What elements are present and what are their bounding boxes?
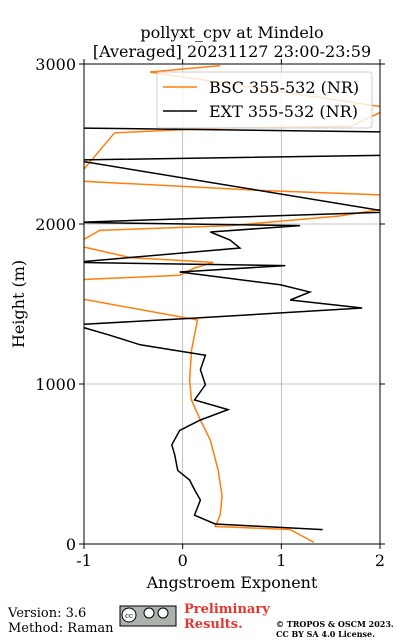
svg-text:cc: cc [125,612,133,620]
x-tick-label: 0 [178,551,188,570]
y-tick-label: 1000 [35,375,76,394]
cc-icon: cc [119,605,177,627]
x-tick-label: -1 [76,551,92,570]
series-line [84,127,380,531]
y-tick-label: 0 [66,535,76,554]
chart-title: pollyxt_cpv at Mindelo [140,23,323,42]
legend-box [156,71,373,129]
y-tick-label: 2000 [35,215,76,234]
plot-frame [83,63,381,545]
version: Version: 3.6 [8,606,87,621]
x-axis-label: Angstroem Exponent [146,573,318,592]
x-tick-label: 2 [375,551,385,570]
x-tick-label: 1 [276,551,286,570]
legend-label: BSC 355-532 (NR) [209,78,359,97]
y-tick-label: 3000 [35,55,76,74]
series-line [84,64,380,544]
license: © TROPOS & OSCM 2023. CC BY SA 4.0 Licen… [276,619,394,639]
preliminary-note: Preliminary Results. [184,602,270,632]
method: Method: Raman [8,621,114,636]
plot-area [84,64,380,544]
y-axis-label: Height (m) [9,260,28,348]
chart-title: [Averaged] 20231127 23:00-23:59 [93,42,371,61]
legend-label: EXT 355-532 (NR) [209,102,358,121]
